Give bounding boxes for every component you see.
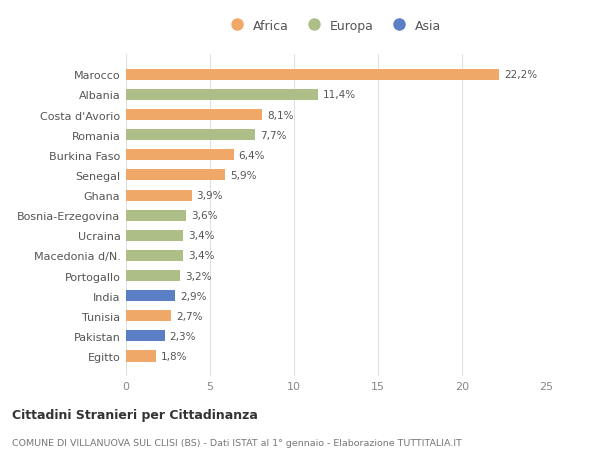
Bar — [126, 351, 156, 362]
Text: 22,2%: 22,2% — [504, 70, 537, 80]
Legend: Africa, Europa, Asia: Africa, Europa, Asia — [227, 17, 445, 37]
Text: 3,6%: 3,6% — [191, 211, 218, 221]
Text: 6,4%: 6,4% — [239, 151, 265, 161]
Bar — [126, 250, 183, 262]
Text: 2,9%: 2,9% — [180, 291, 206, 301]
Bar — [126, 311, 172, 322]
Text: 11,4%: 11,4% — [323, 90, 356, 100]
Bar — [126, 90, 317, 101]
Bar — [126, 110, 262, 121]
Text: 1,8%: 1,8% — [161, 351, 188, 361]
Text: 7,7%: 7,7% — [260, 130, 287, 140]
Bar — [126, 330, 164, 341]
Text: 3,4%: 3,4% — [188, 251, 215, 261]
Text: 2,3%: 2,3% — [170, 331, 196, 341]
Text: 2,7%: 2,7% — [176, 311, 203, 321]
Text: 5,9%: 5,9% — [230, 171, 257, 180]
Bar — [126, 190, 191, 201]
Bar — [126, 150, 233, 161]
Text: 8,1%: 8,1% — [267, 110, 293, 120]
Bar — [126, 130, 256, 141]
Bar — [126, 291, 175, 302]
Bar — [126, 230, 183, 241]
Bar — [126, 210, 187, 221]
Text: COMUNE DI VILLANUOVA SUL CLISI (BS) - Dati ISTAT al 1° gennaio - Elaborazione TU: COMUNE DI VILLANUOVA SUL CLISI (BS) - Da… — [12, 438, 462, 447]
Bar — [126, 270, 180, 281]
Bar — [126, 70, 499, 81]
Text: 3,2%: 3,2% — [185, 271, 211, 281]
Text: Cittadini Stranieri per Cittadinanza: Cittadini Stranieri per Cittadinanza — [12, 408, 258, 421]
Text: 3,9%: 3,9% — [197, 190, 223, 201]
Text: 3,4%: 3,4% — [188, 231, 215, 241]
Bar — [126, 170, 225, 181]
